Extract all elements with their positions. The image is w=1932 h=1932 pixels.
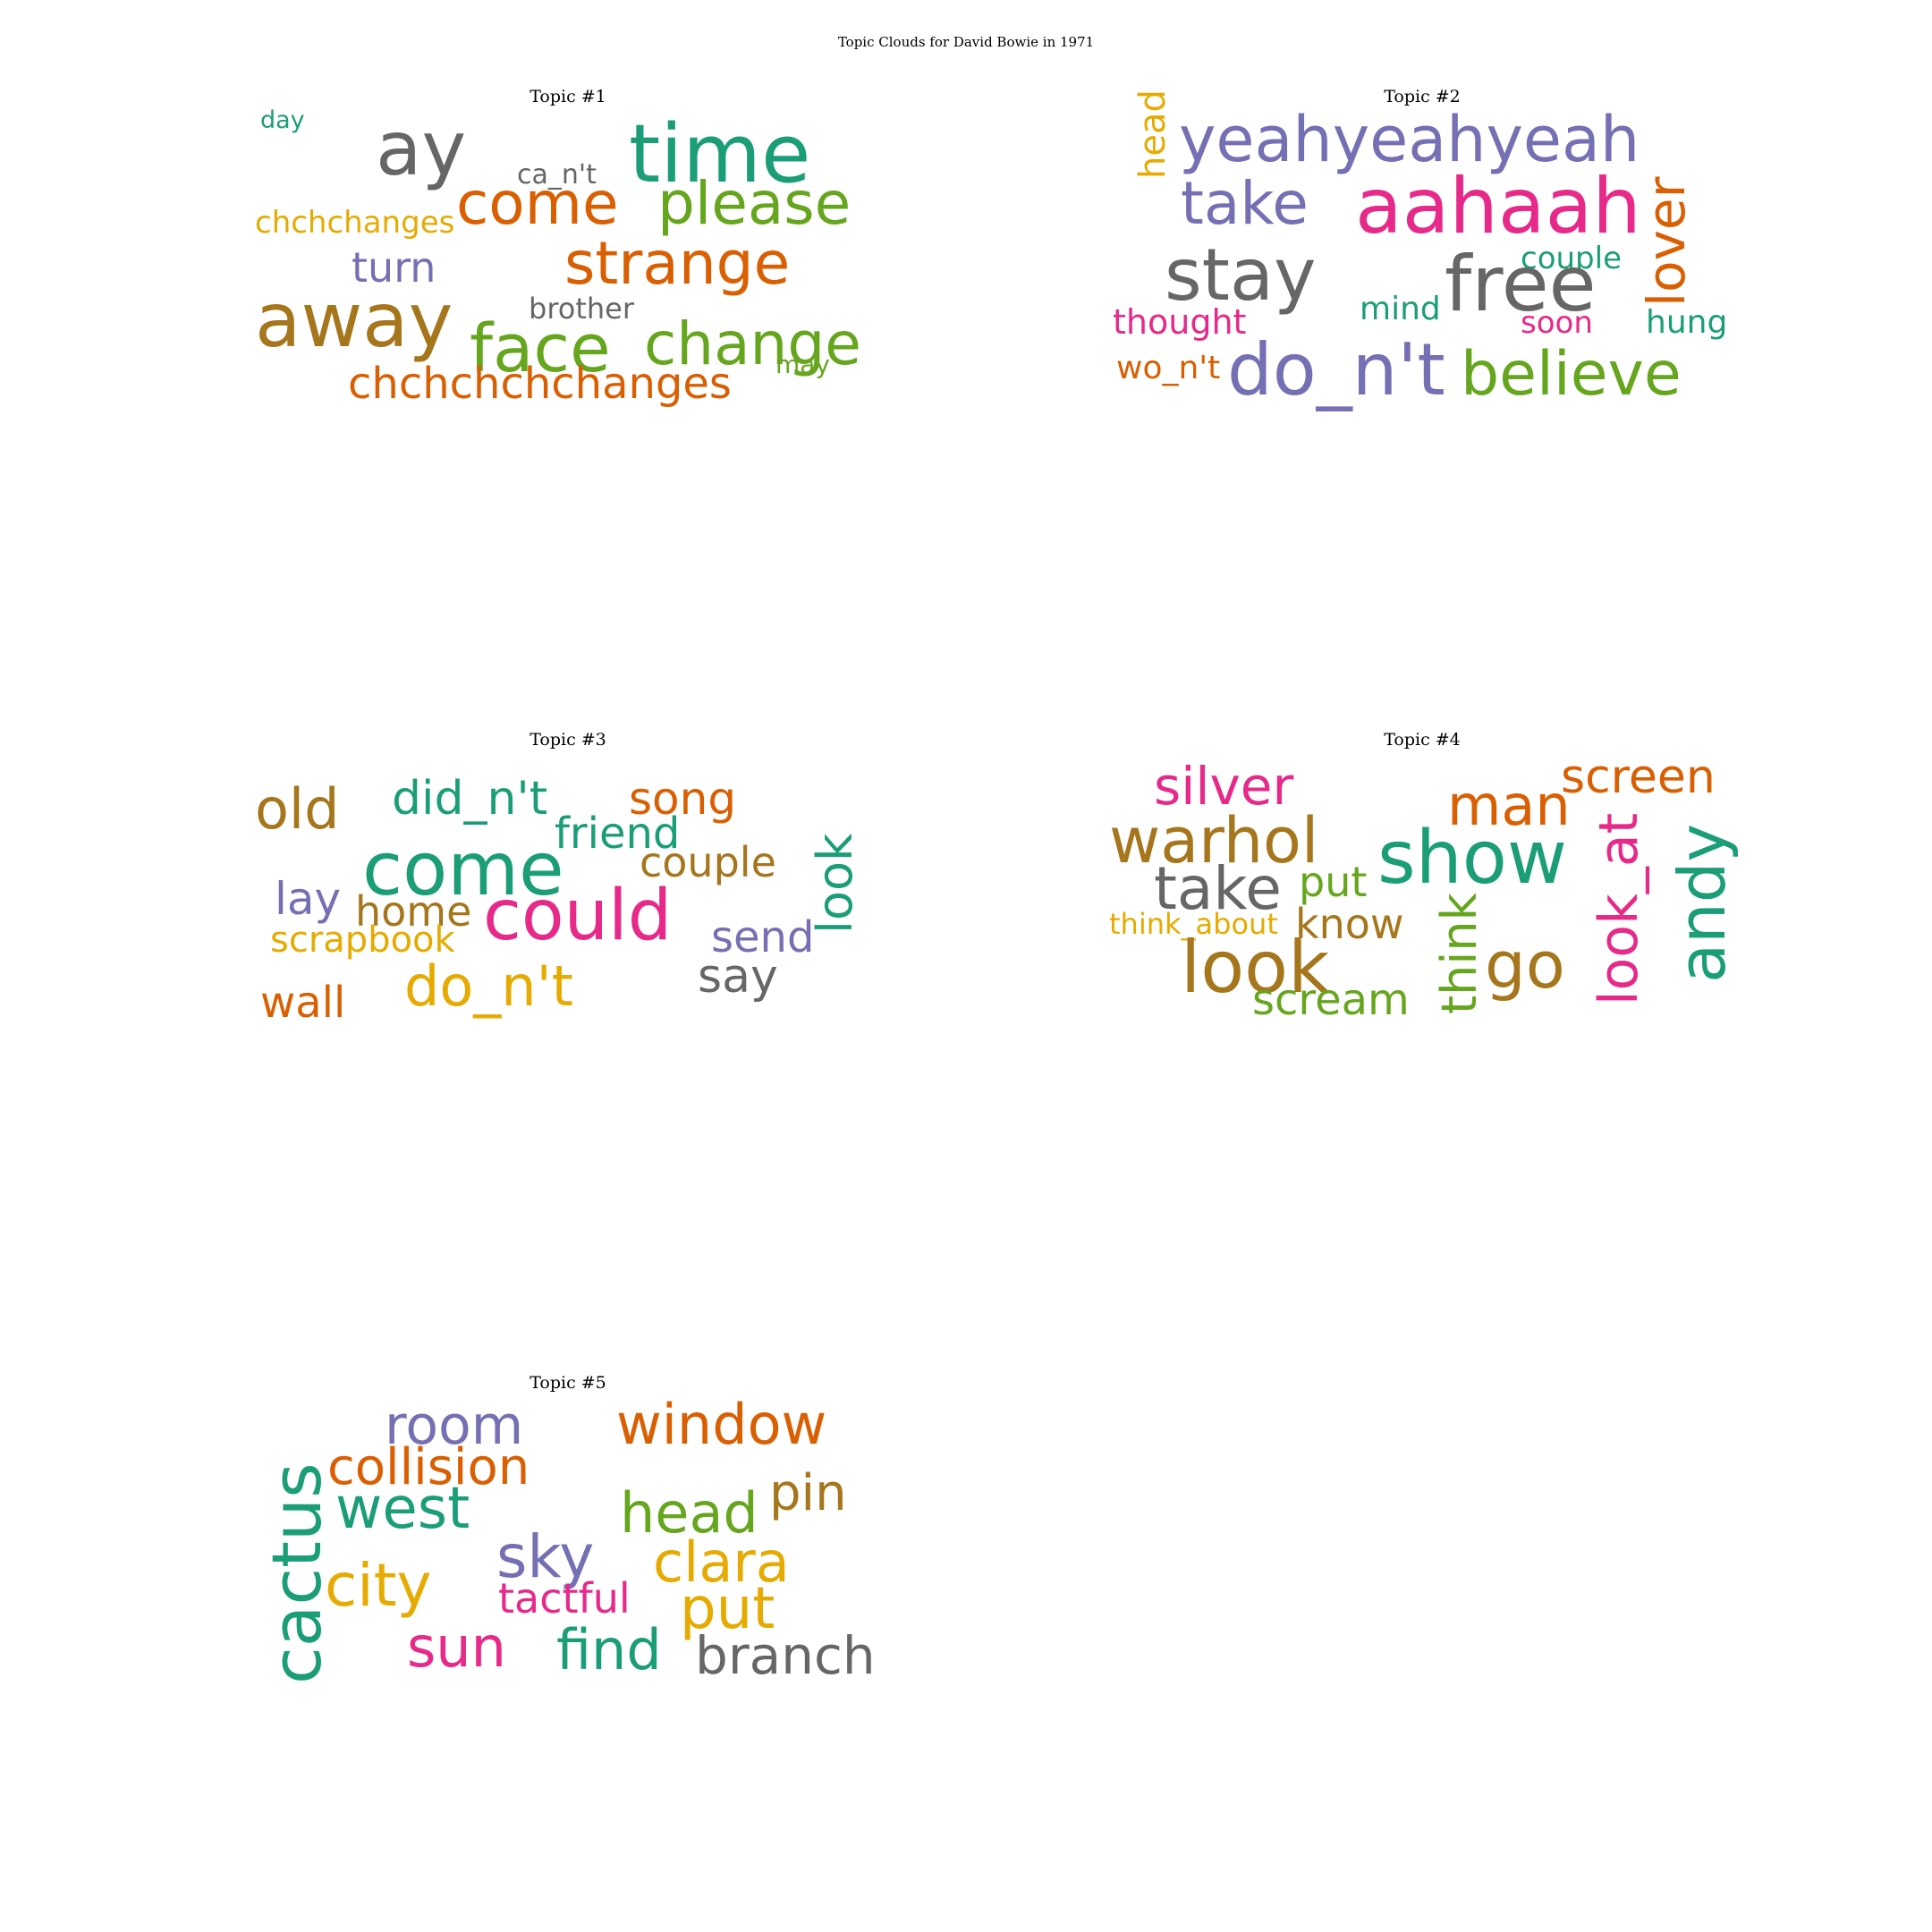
cloud-word: stay <box>1165 233 1316 317</box>
cloud-word: think <box>1431 892 1487 1014</box>
cloud-word: head <box>620 1480 758 1546</box>
cloud-word: chchchchchanges <box>348 359 732 409</box>
cloud-word: mind <box>1360 291 1441 327</box>
cloud-word: window <box>616 1392 826 1457</box>
topic-panel-5: Topic #5 room window cactus collision pin wes… <box>255 1373 881 1756</box>
cloud-word: aahaah <box>1355 162 1641 251</box>
cloud-word: wall <box>260 978 345 1028</box>
cloud-word: day <box>260 106 305 134</box>
cloud-word: take <box>1181 169 1309 238</box>
cloud-word: city <box>325 1551 432 1620</box>
cloud-word: room <box>385 1394 523 1457</box>
cloud-word: clara <box>653 1530 790 1595</box>
cloud-word: old <box>255 776 340 842</box>
cloud-word: do_n't <box>404 953 573 1019</box>
cloud-word: put <box>680 1576 775 1642</box>
cloud-word: song <box>629 773 736 825</box>
cloud-word: please <box>657 169 851 238</box>
cloud-word: ay <box>376 105 466 192</box>
panel-title: Topic #5 <box>530 1373 606 1393</box>
cloud-word: show <box>1377 816 1567 901</box>
cloud-word: cactus <box>257 1462 336 1684</box>
cloud-word: lover <box>1636 176 1697 307</box>
cloud-word: sun <box>407 1614 506 1680</box>
cloud-word: couple <box>1521 241 1622 276</box>
cloud-word: screen <box>1561 750 1716 804</box>
cloud-word: home <box>355 887 471 936</box>
cloud-word: send <box>711 912 814 962</box>
cloud-word: scream <box>1252 975 1410 1025</box>
panel-title: Topic #4 <box>1384 730 1461 750</box>
cloud-word: andy <box>1665 824 1740 983</box>
cloud-word: man <box>1447 773 1571 838</box>
cloud-word: did_n't <box>392 772 547 826</box>
cloud-word: find <box>556 1617 662 1682</box>
topic-panel-4: Topic #4 silver screen man warhol show look_a… <box>1109 730 1740 1113</box>
word-cloud-1: day ay time ca_n't chchchanges come please turn… <box>255 105 861 409</box>
panel-title: Topic #3 <box>530 730 606 750</box>
figure-title: Topic Clouds for David Bowie in 1971 <box>837 34 1095 50</box>
cloud-word: could <box>483 876 672 956</box>
cloud-word: tactful <box>498 1574 631 1623</box>
cloud-word: time <box>629 107 810 201</box>
cloud-word: change <box>644 309 861 378</box>
cloud-word: silver <box>1154 756 1293 817</box>
cloud-word: yeahyeahyeah <box>1179 103 1640 176</box>
cloud-word: look_at <box>1588 813 1650 1005</box>
cloud-word: believe <box>1461 339 1682 410</box>
cloud-word: warhol <box>1109 804 1318 877</box>
cloud-word: wo_n't <box>1116 350 1220 386</box>
cloud-word: friend <box>555 809 680 859</box>
cloud-word: turn <box>352 243 436 292</box>
panel-title: Topic #1 <box>530 87 606 106</box>
cloud-word: free <box>1445 240 1597 329</box>
cloud-word: thought <box>1113 302 1246 342</box>
cloud-word: put <box>1299 858 1367 906</box>
topic-panel-2: Topic #2 head yeahyeahyeah lover take aahaah… <box>1109 87 1735 470</box>
cloud-word: scrapbook <box>270 919 456 961</box>
cloud-word: pin <box>769 1464 847 1522</box>
cloud-word: look <box>1181 926 1330 1009</box>
cloud-word: away <box>255 276 453 364</box>
cloud-word: sky <box>496 1522 594 1591</box>
cloud-word: ca_n't <box>517 159 597 191</box>
panel-title: Topic #2 <box>1384 87 1461 106</box>
cloud-word: branch <box>695 1625 876 1686</box>
cloud-word: hung <box>1646 304 1727 341</box>
cloud-word: go <box>1485 928 1565 1003</box>
topic-panel-1: Topic #1 day ay time ca_n't chchchanges come p… <box>255 87 881 470</box>
cloud-word: face <box>470 310 611 387</box>
cloud-word: brother <box>529 292 635 326</box>
cloud-word: head <box>1132 89 1174 179</box>
cloud-word: come <box>456 169 619 238</box>
topic-panel-3: Topic #3 old did_n't song friend look come cou… <box>255 730 881 1113</box>
cloud-word: know <box>1295 900 1404 948</box>
cloud-word: lay <box>275 873 341 925</box>
cloud-word: do_n't <box>1227 328 1445 411</box>
cloud-word: look <box>807 833 863 934</box>
cloud-word: say <box>698 950 778 1004</box>
cloud-word: may <box>775 350 830 379</box>
cloud-word: take <box>1154 854 1282 923</box>
cloud-word: chchchanges <box>255 205 454 241</box>
cloud-word: come <box>362 827 564 912</box>
cloud-word: think_about <box>1109 907 1278 941</box>
cloud-word: strange <box>564 229 790 298</box>
cloud-word: soon <box>1521 305 1593 341</box>
cloud-word: couple <box>640 838 776 886</box>
cloud-word: collision <box>327 1438 530 1496</box>
cloud-word: west <box>335 1476 470 1542</box>
